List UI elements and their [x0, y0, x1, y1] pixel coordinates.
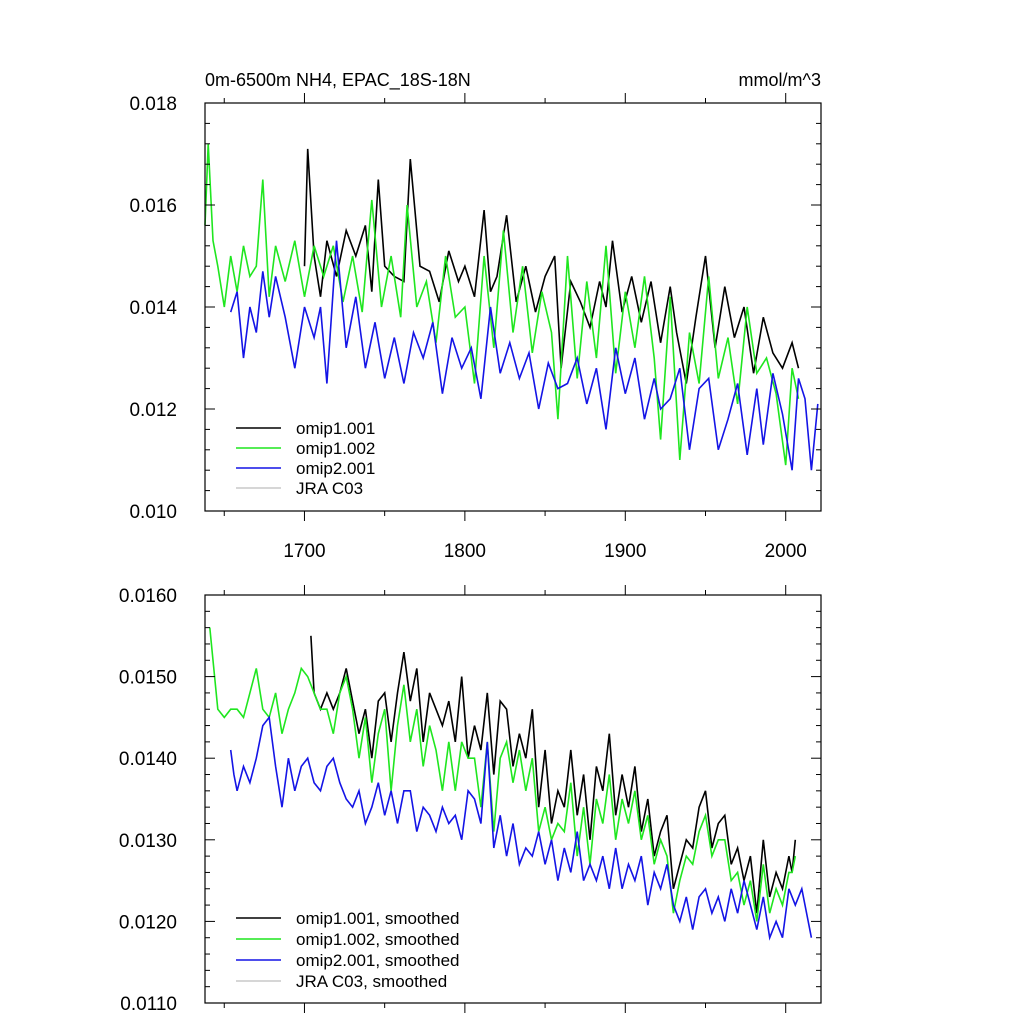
legend-label: omip2.001 [296, 459, 375, 478]
legend-label: omip1.002, smoothed [296, 930, 460, 949]
y-tick-label: 0.0150 [119, 668, 177, 689]
legend-label: omip2.001, smoothed [296, 951, 460, 970]
x-tick-label: 1700 [283, 541, 325, 562]
top-panel: 0m-6500m NH4, EPAC_18S-18N mmol/m^3 0.01… [129, 70, 822, 562]
x-tick-label: 1800 [444, 541, 486, 562]
y-tick-label: 0.0110 [120, 994, 177, 1015]
x-tick-label: 1900 [604, 541, 646, 562]
series-line-3 [229, 715, 813, 941]
y-tick-label: 0.012 [129, 400, 177, 421]
plot-frame [204, 594, 822, 1004]
y-tick-label: 0.0130 [119, 831, 177, 852]
series-line-2 [204, 143, 800, 466]
top-panel-units: mmol/m^3 [739, 70, 821, 90]
legend-label: JRA C03 [296, 479, 363, 498]
y-tick-label: 0.0160 [119, 586, 177, 607]
legend-label: omip1.001, smoothed [296, 909, 460, 928]
top-panel-title: 0m-6500m NH4, EPAC_18S-18N [205, 70, 471, 91]
legend-label: omip1.001 [296, 419, 375, 438]
y-tick-label: 0.016 [129, 196, 177, 217]
y-tick-label: 0.010 [129, 502, 177, 523]
legend-label: JRA C03, smoothed [296, 972, 447, 991]
y-tick-label: 0.014 [129, 298, 177, 319]
series-line-2 [209, 627, 797, 922]
top-plot-area: 0.010 0.012 0.014 0.016 0.018 1700 1800 1900 200… [129, 93, 822, 562]
y-tick-label: 0.018 [129, 94, 177, 115]
x-tick-label: 2000 [765, 541, 807, 562]
y-tick-label: 0.0120 [119, 912, 177, 933]
bottom-panel: 0.0110 0.0120 0.0130 0.0140 0.0150 0.0160 omip… [119, 585, 822, 1015]
y-tick-label: 0.0140 [119, 749, 177, 770]
legend-label: omip1.002 [296, 439, 375, 458]
bottom-plot-area: 0.0110 0.0120 0.0130 0.0140 0.0150 0.0160 omip… [119, 585, 822, 1015]
series-line-3 [229, 240, 819, 471]
series-line-1 [310, 635, 797, 914]
